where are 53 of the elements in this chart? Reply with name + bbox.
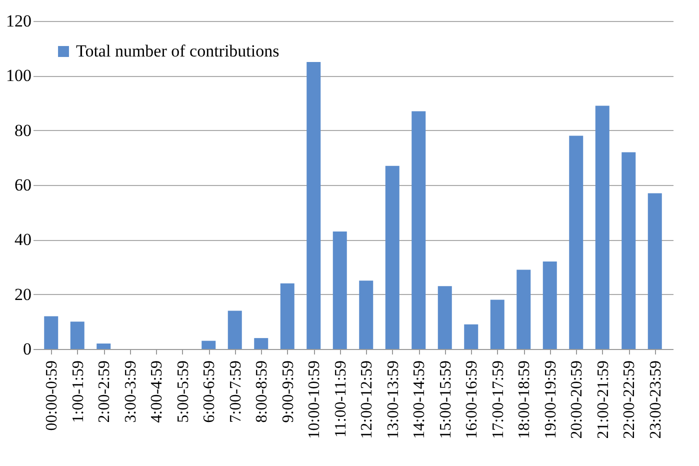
bar (648, 193, 662, 349)
legend-label: Total number of contributions (76, 42, 280, 60)
bar (490, 300, 504, 349)
x-tick-label: 21:00-21:59 (594, 360, 612, 439)
bar (385, 166, 400, 349)
bar (412, 111, 426, 349)
x-tick-label: 4:00-4:59 (148, 360, 166, 423)
x-tick-label: 14:00-14:59 (411, 360, 428, 439)
x-tick-label: 12:00-12:59 (358, 360, 376, 439)
x-tick-label: 9:00-9:59 (280, 360, 297, 423)
x-tick-label: 16:00-16:59 (464, 360, 481, 439)
y-tick-label: 60 (14, 176, 32, 194)
bar (280, 283, 294, 349)
y-tick-label: 120 (6, 12, 32, 30)
bar (569, 136, 584, 349)
bar (359, 280, 374, 349)
x-tick-label: 5:00-5:59 (174, 360, 192, 423)
x-tick-label: 20:00-20:59 (568, 360, 586, 439)
x-tick-label: 10:00-10:59 (306, 360, 324, 439)
x-tick-label: 00:00-0:59 (44, 360, 61, 431)
bar (542, 262, 557, 349)
x-tick-label: 15:00-15:59 (437, 360, 454, 439)
y-tick-label: 0 (23, 340, 32, 358)
x-tick-label: 17:00-17:59 (490, 360, 507, 439)
x-tick-label: 18:00-18:59 (516, 360, 534, 439)
bar (464, 324, 478, 349)
bar (332, 231, 347, 349)
x-tick-label: 11:00-11:59 (332, 360, 350, 438)
y-tick-label: 40 (14, 230, 32, 250)
y-tick-label: 100 (6, 66, 32, 86)
bar (228, 310, 242, 349)
bar (254, 338, 268, 349)
x-tick-label: 3:00-3:59 (122, 360, 140, 423)
bar (96, 344, 111, 349)
x-tick-label: 6:00-6:59 (201, 360, 218, 423)
bar (70, 322, 84, 349)
bar (516, 270, 531, 349)
x-tick-label: 1:00-1:59 (70, 360, 87, 423)
x-tick-label: 8:00-8:59 (254, 360, 271, 423)
bar (622, 152, 636, 349)
x-tick-label: 2:00-2:59 (96, 360, 114, 423)
x-tick-label: 23:00-23:59 (647, 360, 664, 439)
bar (438, 286, 452, 349)
y-tick-label: 80 (14, 120, 32, 140)
y-tick-label: 20 (14, 284, 32, 304)
bar (202, 340, 216, 349)
bar (306, 62, 321, 349)
x-tick-label: 22:00-22:59 (621, 360, 638, 439)
x-tick-label: 19:00-19:59 (542, 360, 560, 439)
x-tick-label: 7:00-7:59 (227, 360, 244, 423)
bar (595, 106, 610, 349)
x-tick-label: 13:00-13:59 (384, 360, 402, 439)
bar (44, 316, 58, 349)
